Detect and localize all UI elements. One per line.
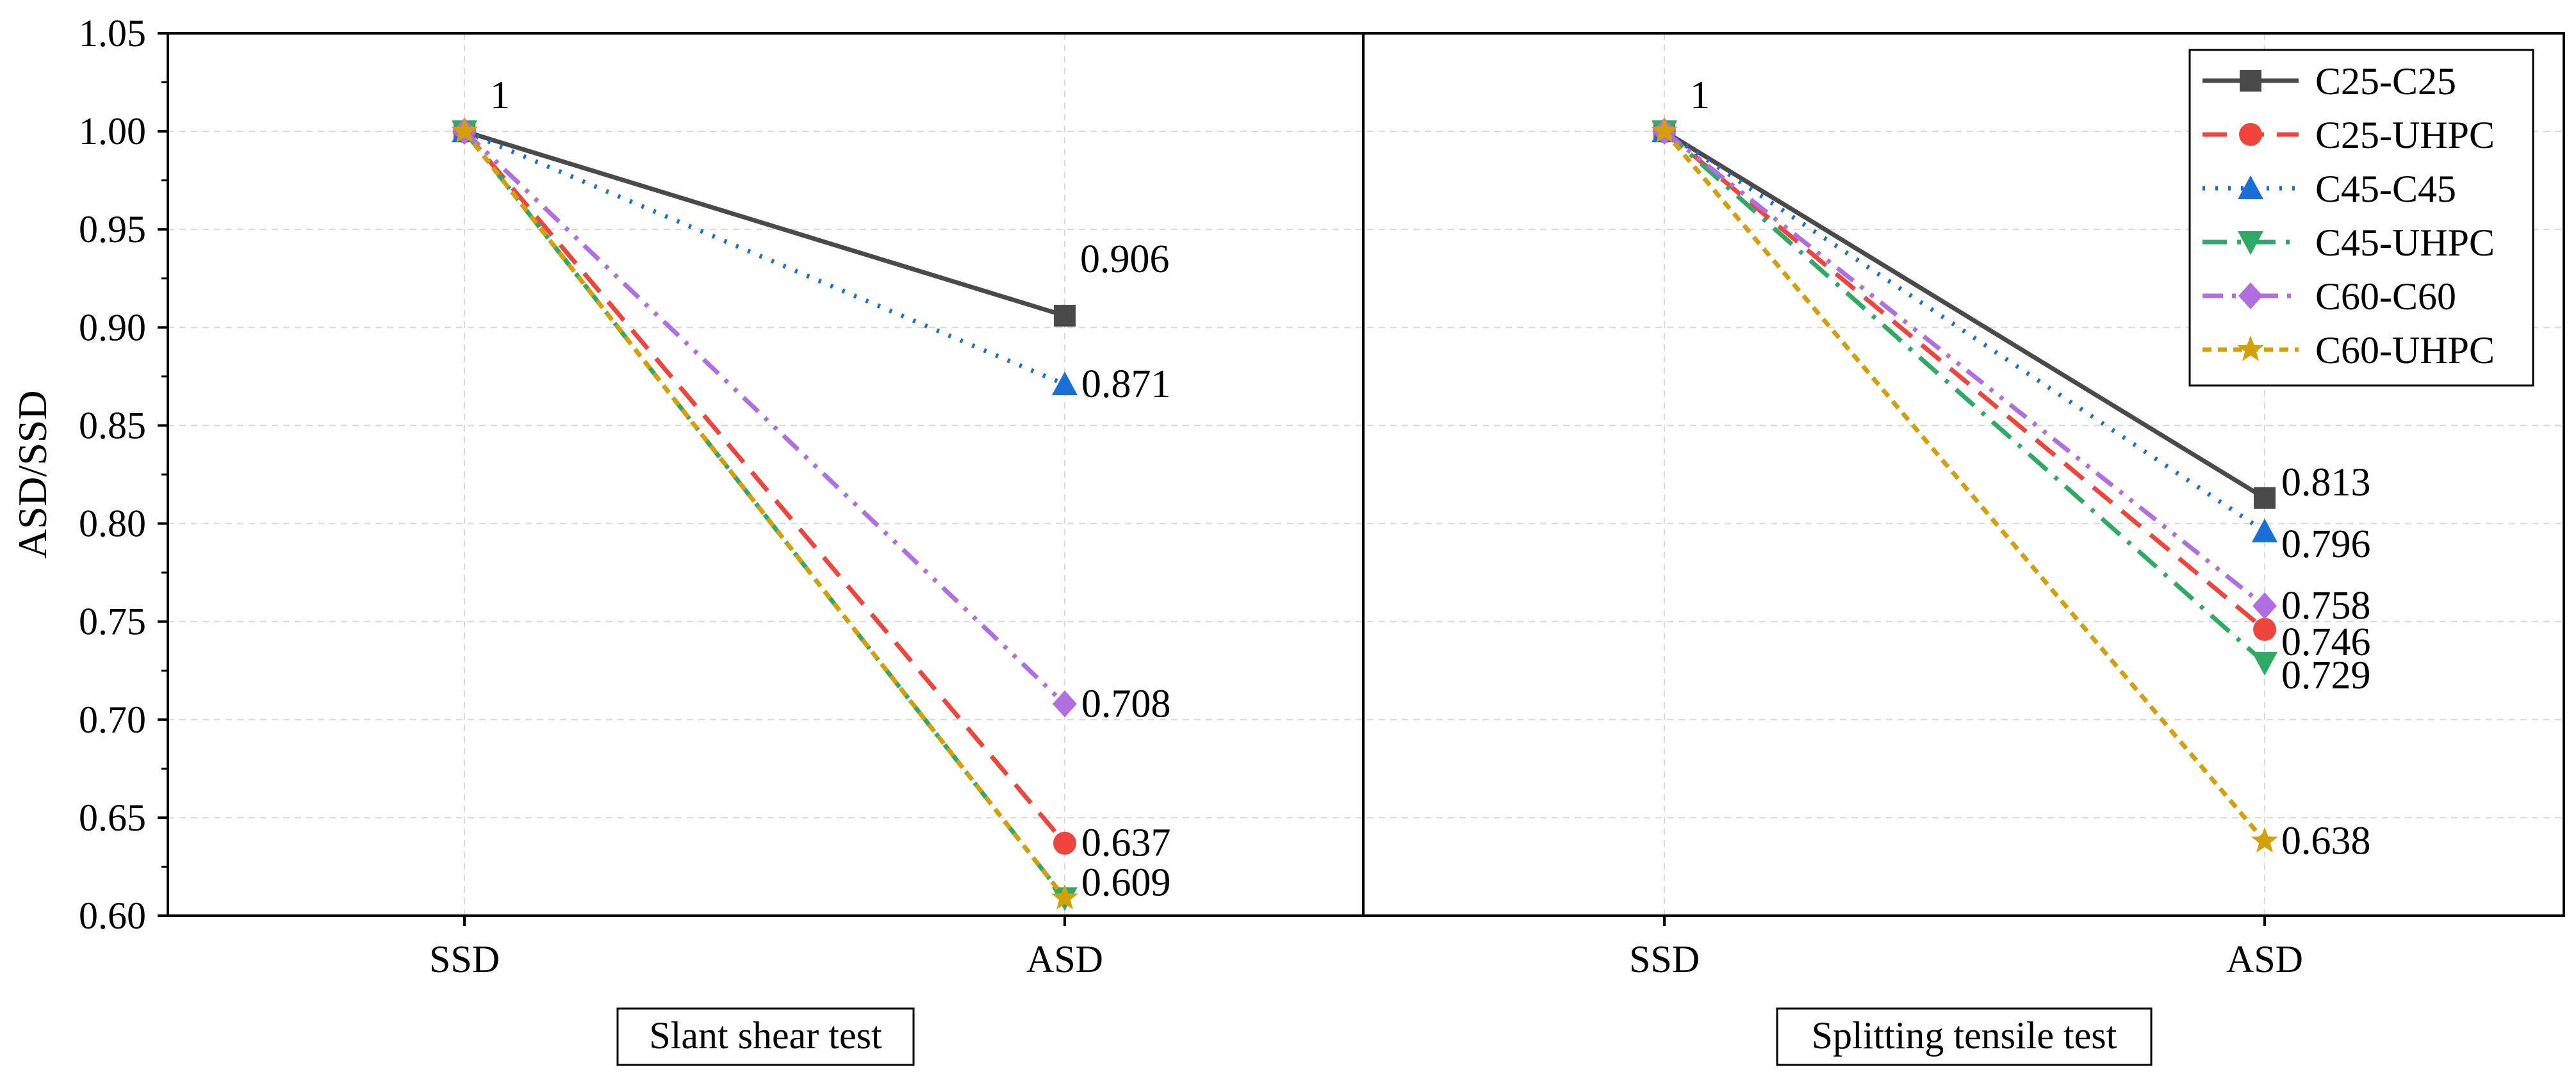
y-tick-label: 0.60 [79,895,146,937]
legend-item-c60-c60: C60-C60 [2203,275,2456,318]
c60-uhpc-marker-ssd [1651,117,1678,143]
legend-swatch-marker [2240,70,2261,92]
c45-c45-line [463,129,1066,387]
c25-uhpc-marker-asd [2253,617,2276,641]
c60-c60-line [463,129,1067,706]
c60-uhpc-marker-ssd [451,117,478,143]
c60-c60-marker-asd [2252,592,2277,620]
legend-label: C45-UHPC [2315,222,2495,264]
series-layer [451,117,2278,911]
panel-2-data-label: 0.746 [2281,621,2371,664]
panel-1-data-label: 0.609 [1081,861,1171,904]
legend-label: C25-C25 [2315,60,2456,102]
legend-swatch-marker [2238,282,2263,309]
panel-1-series-c60-uhpc [451,117,1078,910]
y-tick-label: 0.65 [79,797,146,839]
c60-uhpc-line [1662,129,2267,843]
panel-1-series-c60-c60 [452,118,1077,718]
panel-1-series-c45-c45 [452,118,1078,396]
y-axis-title: ASD/SSD [10,390,55,558]
x-tick-label-asd: ASD [2226,938,2303,980]
panel-2-frame [1362,32,2565,917]
legend-label: C25-UHPC [2315,114,2495,156]
legend-label: C60-C60 [2315,275,2456,318]
panel-2-series-c25-c25 [1653,120,2276,509]
c45-c45-marker-asd [1052,371,1078,396]
legend-label: C60-UHPC [2315,329,2495,371]
panel-2-series-c60-uhpc [1651,117,2278,853]
legend-label: C45-C45 [2315,168,2456,210]
x-tick-label-ssd: SSD [429,938,500,980]
panel-2-caption-box [1776,1007,2153,1066]
legend-item-c25-c25: C25-C25 [2203,60,2456,102]
panel-1-data-label: 0.906 [1080,238,1170,281]
c45-uhpc-marker-asd [2252,651,2277,676]
y-tick-label: 1.00 [79,110,146,152]
c60-c60-marker-asd [1053,690,1077,718]
legend-item-c45-c45: C45-C45 [2203,168,2456,210]
y-tick-label: 0.90 [79,306,146,348]
legend: C25-C25 C25-UHPC C45-C45 C45-UHPC C60-C60 C60… [2188,49,2534,387]
c25-uhpc-line [463,129,1067,845]
c60-uhpc-marker-asd [1051,884,1078,910]
panel-1-series-c25-uhpc [453,120,1076,855]
c60-uhpc-marker-asd [2251,827,2278,853]
c45-c45-line [1663,129,2266,533]
legend-box [2188,49,2534,387]
legend-item-c45-uhpc: C45-UHPC [2203,222,2495,264]
c25-uhpc-line [1662,129,2267,631]
legend-swatch-marker [2238,231,2263,255]
y-tick-label: 1.05 [79,12,146,54]
c45-uhpc-line [1662,129,2267,665]
c25-c25-line [463,129,1066,318]
panel-1-caption: Slant shear test [616,1007,915,1066]
panel-2-series-c60-c60 [1652,118,2277,620]
x-tick-label-ssd: SSD [1629,938,1700,980]
panel-2-caption-text: Splitting tensile test [1812,1014,2117,1057]
legend-swatch-marker [2238,175,2263,199]
panel-2-series-c45-uhpc [1652,120,2277,676]
y-tick-label: 0.75 [79,601,146,643]
y-tick-label: 0.85 [79,404,146,446]
y-tick-label: 0.70 [79,699,146,741]
c60-c60-line [1662,129,2267,608]
panel-1-data-label: 0.708 [1081,682,1171,726]
y-tick-label: 0.95 [79,208,146,250]
axes-layer: 0.60 0.65 0.70 0.75 0.80 0.85 0.90 0.95 1.00 1.05… [10,12,2565,980]
c25-c25-line [1663,129,2266,500]
legend-swatch-marker [2239,123,2262,146]
panel-1-frame [167,32,1365,917]
c45-c45-marker-asd [2252,518,2277,542]
panel-2-data-label: 0.729 [2281,654,2371,697]
panel-2-caption: Splitting tensile test [1776,1007,2153,1066]
x-tick-label-asd: ASD [1026,938,1103,980]
legend-swatch-marker [2237,336,2264,361]
legend-item-c60-uhpc: C60-UHPC [2203,329,2495,371]
panel-2-series-c25-uhpc [1653,120,2276,641]
panel-2-data-label: 0.638 [2281,820,2371,863]
panel-captions: Slant shear test Splitting tensile test [616,1007,2153,1066]
legend-item-c25-uhpc: C25-UHPC [2203,114,2495,156]
c60-uhpc-line [463,129,1067,900]
panel-1-series-c25-c25 [454,120,1076,327]
panel-1-series-c45-uhpc [452,120,1078,911]
panel-1-data-label: 0.871 [1081,362,1171,406]
c25-uhpc-marker-asd [1053,831,1076,855]
panel-1-data-label: 1 [490,74,510,117]
panel-2-data-label: 0.758 [2281,584,2371,628]
c25-c25-marker-asd [1054,304,1076,327]
c25-c25-marker-asd [2254,487,2276,509]
panel-2-data-label: 1 [1690,74,1710,117]
panel-1-caption-text: Slant shear test [649,1014,882,1057]
y-tick-label: 0.80 [79,503,146,545]
panel-1-caption-box [616,1007,915,1066]
panel-2-data-label: 0.796 [2281,523,2371,566]
panel-2-data-label: 0.813 [2281,461,2371,505]
panel-1-data-label: 0.637 [1081,822,1171,865]
